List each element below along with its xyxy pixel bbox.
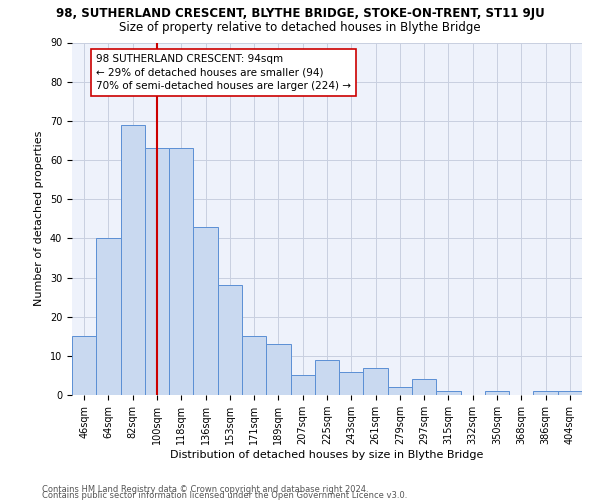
Bar	[218, 286, 242, 395]
Text: 98 SUTHERLAND CRESCENT: 94sqm
← 29% of detached houses are smaller (94)
70% of s: 98 SUTHERLAND CRESCENT: 94sqm ← 29% of d…	[96, 54, 351, 90]
Text: 98, SUTHERLAND CRESCENT, BLYTHE BRIDGE, STOKE-ON-TRENT, ST11 9JU: 98, SUTHERLAND CRESCENT, BLYTHE BRIDGE, …	[56, 8, 544, 20]
Bar	[242, 336, 266, 395]
Text: Contains HM Land Registry data © Crown copyright and database right 2024.: Contains HM Land Registry data © Crown c…	[42, 484, 368, 494]
Y-axis label: Number of detached properties: Number of detached properties	[34, 131, 44, 306]
Bar	[315, 360, 339, 395]
Bar	[193, 226, 218, 395]
Bar	[169, 148, 193, 395]
Bar	[364, 368, 388, 395]
Bar	[533, 391, 558, 395]
Bar	[485, 391, 509, 395]
Bar	[145, 148, 169, 395]
Bar	[412, 380, 436, 395]
Text: Contains public sector information licensed under the Open Government Licence v3: Contains public sector information licen…	[42, 490, 407, 500]
Bar	[72, 336, 96, 395]
Bar	[388, 387, 412, 395]
Bar	[96, 238, 121, 395]
Bar	[436, 391, 461, 395]
X-axis label: Distribution of detached houses by size in Blythe Bridge: Distribution of detached houses by size …	[170, 450, 484, 460]
Bar	[339, 372, 364, 395]
Bar	[266, 344, 290, 395]
Bar	[121, 124, 145, 395]
Bar	[558, 391, 582, 395]
Bar	[290, 376, 315, 395]
Text: Size of property relative to detached houses in Blythe Bridge: Size of property relative to detached ho…	[119, 21, 481, 34]
